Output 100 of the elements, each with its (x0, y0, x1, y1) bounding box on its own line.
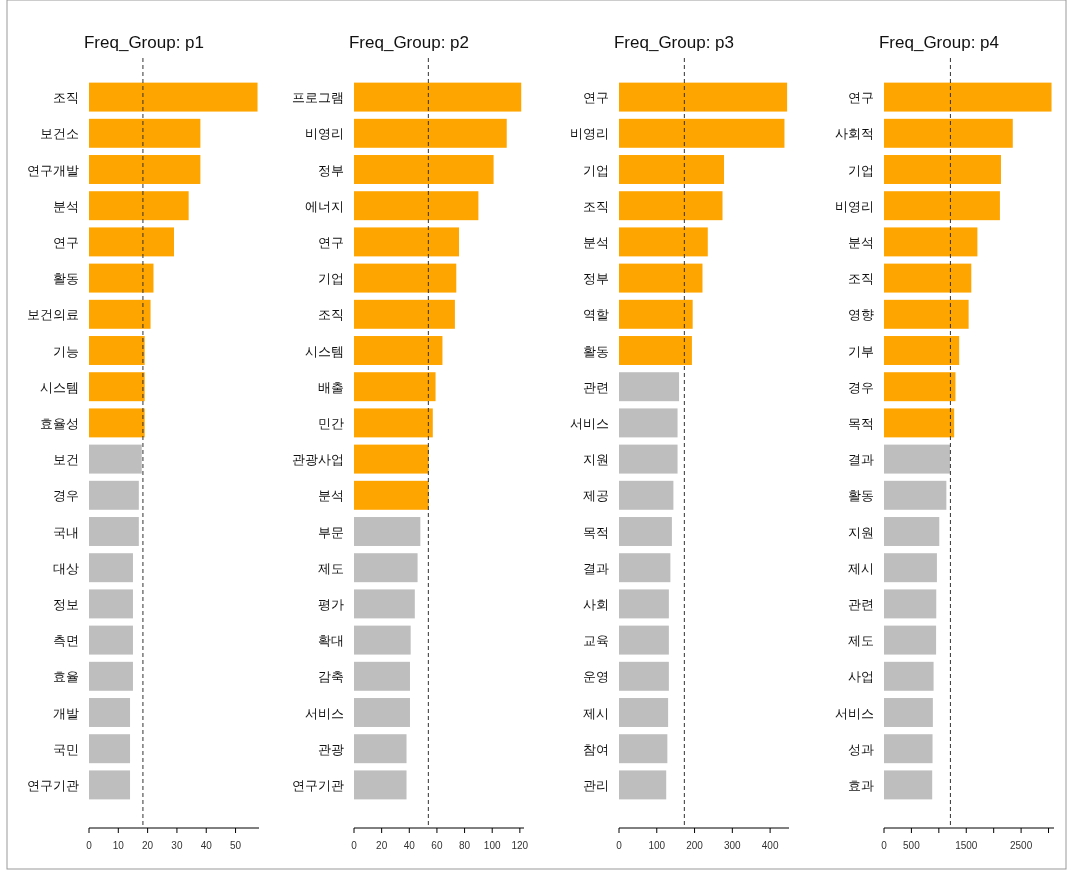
x-tick-label: 50 (229, 840, 242, 851)
y-tick-label: 평가 (318, 596, 344, 612)
bar (354, 118, 507, 148)
x-tick-label: 2500 (1009, 840, 1033, 851)
chart-title: Freq_Group: p1 (83, 33, 205, 52)
y-tick-label: 에너지 (305, 198, 344, 214)
bar (884, 698, 933, 727)
bar (89, 661, 133, 691)
bar (619, 118, 785, 148)
bar (89, 517, 139, 546)
y-tick-label: 연구 (583, 90, 609, 106)
y-tick-label: 서비스 (835, 705, 874, 721)
bar (89, 155, 201, 184)
y-tick-label: 시스템 (305, 343, 344, 359)
bar (354, 698, 410, 727)
y-tick-label: 확대 (318, 633, 344, 649)
y-tick-label: 연구기관 (292, 777, 344, 793)
bar (884, 444, 951, 474)
bar (354, 372, 436, 402)
x-tick-label: 20 (376, 840, 388, 851)
bar (619, 625, 669, 655)
bar (89, 734, 131, 764)
bar (884, 191, 1000, 221)
chart-title: Freq_Group: p3 (613, 33, 735, 52)
x-tick-label: 30 (171, 840, 183, 851)
bar (89, 589, 133, 619)
x-tick-label: 500 (903, 840, 921, 851)
bar (354, 734, 407, 764)
y-tick-label: 제도 (848, 633, 874, 649)
y-tick-label: 관광 (318, 741, 344, 757)
y-tick-label: 정보 (53, 596, 79, 612)
x-tick-label: 300 (723, 840, 742, 851)
bar (354, 191, 479, 221)
bar (354, 480, 429, 510)
y-tick-label: 결과 (848, 452, 874, 468)
bar (884, 661, 934, 691)
y-tick-label: 활동 (583, 343, 609, 359)
y-tick-label: 국내 (53, 524, 79, 540)
bar (884, 734, 933, 764)
bar (884, 82, 1052, 112)
bar (89, 625, 133, 655)
y-tick-label: 비영리 (570, 126, 609, 142)
x-tick-label: 0 (616, 840, 623, 851)
x-tick-label: 0 (86, 840, 93, 851)
x-tick-label: 1500 (955, 840, 978, 851)
y-tick-label: 관련 (848, 596, 874, 612)
y-tick-label: 효율 (53, 669, 79, 685)
bar (884, 480, 947, 510)
bar (89, 408, 145, 438)
bar (619, 155, 725, 184)
y-tick-label: 경우 (53, 488, 79, 504)
y-tick-label: 관련 (583, 379, 609, 395)
bar (619, 299, 693, 329)
y-tick-label: 영향 (848, 307, 874, 323)
y-tick-label: 연구기관 (27, 777, 79, 793)
y-tick-label: 보건소 (40, 126, 79, 142)
y-tick-label: 연구개발 (27, 162, 79, 178)
bar (619, 82, 788, 112)
bar (619, 480, 674, 510)
bar (619, 698, 669, 727)
y-tick-label: 제공 (583, 488, 609, 504)
bar (354, 155, 494, 184)
bar (354, 263, 457, 293)
y-tick-label: 제시 (583, 705, 609, 721)
x-tick-label: 200 (686, 840, 704, 851)
bar (89, 372, 145, 402)
y-tick-label: 서비스 (570, 415, 609, 431)
y-tick-label: 기능 (53, 343, 79, 359)
bar (354, 82, 522, 112)
bar (619, 408, 678, 438)
x-tick-label: 0 (351, 840, 358, 851)
y-tick-label: 참여 (583, 741, 609, 757)
bar (884, 227, 978, 257)
y-tick-label: 비영리 (835, 198, 874, 214)
y-tick-label: 배출 (318, 379, 344, 395)
bar (619, 589, 669, 619)
bar (884, 299, 969, 329)
bar (354, 299, 455, 329)
y-tick-label: 기업 (318, 271, 344, 287)
bar (354, 444, 429, 474)
y-tick-label: 연구 (848, 90, 874, 106)
y-tick-label: 분석 (848, 234, 874, 250)
y-tick-label: 사업 (848, 669, 874, 685)
bar (89, 770, 131, 800)
bar (89, 698, 131, 727)
x-tick-label: 100 (483, 840, 501, 851)
x-tick-label: 20 (142, 840, 154, 851)
bar (619, 227, 708, 257)
y-tick-label: 민간 (318, 415, 344, 431)
y-tick-label: 제도 (318, 560, 344, 576)
y-tick-label: 감축 (318, 669, 344, 685)
x-tick-label: 400 (761, 840, 779, 851)
bar (884, 336, 960, 365)
x-tick-label: 60 (431, 840, 443, 851)
y-tick-label: 관리 (583, 777, 609, 793)
bar (884, 118, 1013, 148)
bar (354, 227, 460, 257)
bar (884, 770, 933, 800)
bar (354, 408, 433, 438)
bar (619, 336, 692, 365)
